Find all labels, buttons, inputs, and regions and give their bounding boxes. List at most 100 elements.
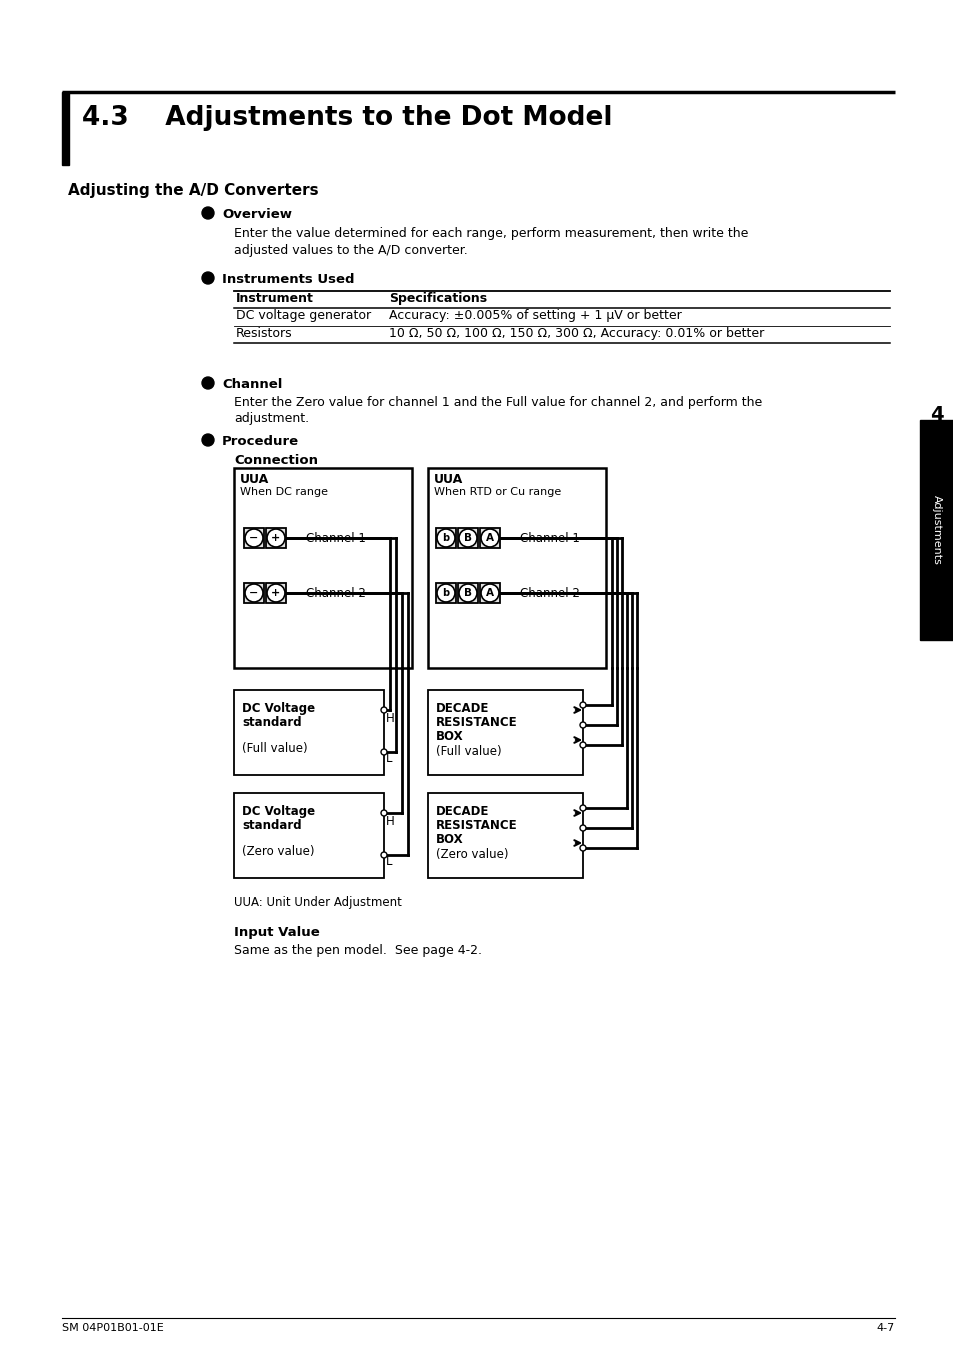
Text: Enter the value determined for each range, perform measurement, then write the: Enter the value determined for each rang… [233,227,747,240]
Text: DC Voltage: DC Voltage [242,703,314,715]
Text: Resistors: Resistors [235,327,293,340]
Circle shape [380,811,387,816]
Bar [457,584,477,603]
Circle shape [579,805,585,811]
Text: adjusted values to the A/D converter.: adjusted values to the A/D converter. [233,245,467,257]
Bar [479,528,499,549]
Bar [266,584,286,603]
Bar [436,528,456,549]
Text: 4-7: 4-7 [876,1323,894,1333]
Circle shape [245,584,263,603]
Bar [62,92,69,165]
Text: −: − [249,588,258,598]
Text: (Full value): (Full value) [242,742,307,755]
Text: When RTD or Cu range: When RTD or Cu range [434,486,560,497]
Circle shape [380,707,387,713]
Bar [244,584,264,603]
Bar [244,528,264,549]
Text: adjustment.: adjustment. [233,412,309,426]
Text: b: b [442,588,449,598]
Bar [436,584,456,603]
Circle shape [267,530,285,547]
Text: DECADE: DECADE [436,703,489,715]
Text: DECADE: DECADE [436,805,489,817]
Bar [428,467,605,667]
Text: Channel 2: Channel 2 [306,586,366,600]
Bar [233,467,412,667]
Text: Channel 1: Channel 1 [306,532,366,544]
Text: +: + [271,588,280,598]
Circle shape [267,584,285,603]
Text: A: A [485,534,494,543]
Text: Channel 1: Channel 1 [519,532,579,544]
Circle shape [458,584,476,603]
Text: SM 04P01B01-01E: SM 04P01B01-01E [62,1323,164,1333]
Circle shape [380,748,387,755]
Circle shape [202,434,213,446]
Text: Same as the pen model.  See page 4-2.: Same as the pen model. See page 4-2. [233,944,481,957]
Circle shape [579,844,585,851]
Text: DC voltage generator: DC voltage generator [235,309,371,322]
Text: Adjusting the A/D Converters: Adjusting the A/D Converters [68,182,318,199]
Text: Channel 2: Channel 2 [519,586,579,600]
Circle shape [436,530,455,547]
Bar [428,793,582,878]
Text: Overview: Overview [222,208,292,222]
Circle shape [579,742,585,748]
Text: Instruments Used: Instruments Used [222,273,355,286]
Text: Enter the Zero value for channel 1 and the Full value for channel 2, and perform: Enter the Zero value for channel 1 and t… [233,396,761,409]
Circle shape [579,825,585,831]
Text: When DC range: When DC range [240,486,328,497]
Text: BOX: BOX [436,834,463,846]
Text: UUA: UUA [434,473,463,486]
Text: −: − [249,534,258,543]
Text: Connection: Connection [233,454,317,467]
Circle shape [579,703,585,708]
Circle shape [202,272,213,284]
Text: Procedure: Procedure [222,435,299,449]
Text: H: H [386,815,395,828]
Circle shape [380,852,387,858]
Text: L: L [386,753,392,765]
Text: Instrument: Instrument [235,292,314,305]
Text: Channel: Channel [222,378,282,390]
Circle shape [202,207,213,219]
Bar [457,528,477,549]
Text: +: + [271,534,280,543]
Text: UUA: UUA [240,473,269,486]
Text: 4.3    Adjustments to the Dot Model: 4.3 Adjustments to the Dot Model [82,105,612,131]
Text: (Full value): (Full value) [436,744,501,758]
Text: 10 Ω, 50 Ω, 100 Ω, 150 Ω, 300 Ω, Accuracy: 0.01% or better: 10 Ω, 50 Ω, 100 Ω, 150 Ω, 300 Ω, Accurac… [389,327,763,340]
Bar [479,584,499,603]
Circle shape [480,584,498,603]
Text: standard: standard [242,716,301,730]
Text: B: B [463,588,472,598]
Text: RESISTANCE: RESISTANCE [436,716,517,730]
Bar [233,793,384,878]
Text: BOX: BOX [436,730,463,743]
Circle shape [245,530,263,547]
Text: (Zero value): (Zero value) [242,844,314,858]
Text: A: A [485,588,494,598]
Text: 4: 4 [929,405,943,424]
Text: DC Voltage: DC Voltage [242,805,314,817]
Text: L: L [386,855,392,867]
Circle shape [458,530,476,547]
Circle shape [480,530,498,547]
Text: Specifications: Specifications [389,292,487,305]
Bar [233,690,384,775]
Text: (Zero value): (Zero value) [436,848,508,861]
Circle shape [202,377,213,389]
Text: standard: standard [242,819,301,832]
Circle shape [579,721,585,728]
Text: Adjustments: Adjustments [931,494,941,565]
Bar [919,420,953,640]
Text: B: B [463,534,472,543]
Bar [266,528,286,549]
Text: UUA: Unit Under Adjustment: UUA: Unit Under Adjustment [233,896,401,909]
Text: H: H [386,712,395,725]
Bar [428,690,582,775]
Circle shape [436,584,455,603]
Text: RESISTANCE: RESISTANCE [436,819,517,832]
Text: Input Value: Input Value [233,925,319,939]
